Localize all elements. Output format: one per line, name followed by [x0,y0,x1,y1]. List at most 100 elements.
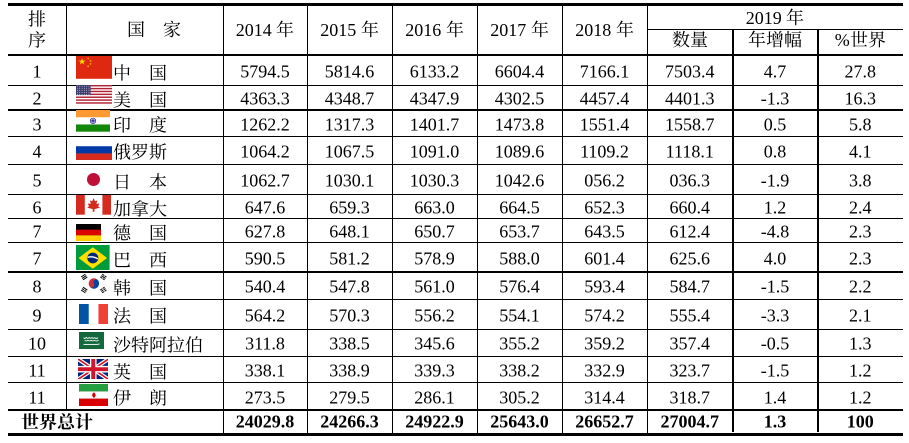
value-cell: 647.6 [244,198,286,219]
grid-vline [646,6,649,433]
value-cell: 588.0 [499,248,540,269]
value-cell: 0.5 [763,114,787,135]
value-cell: 338.1 [244,360,286,381]
total-value-cell: 100 [846,411,874,432]
grid-vline [222,6,225,433]
rank-cell: 4 [32,141,42,162]
flag-china-icon [76,56,113,80]
value-cell: 16.3 [844,88,877,109]
flag-russia-icon [75,138,112,161]
rank-cell: 11 [28,387,46,408]
country-cell: 美 国 [66,85,223,110]
value-cell: 4347.9 [409,88,460,109]
country-cell: 沙特阿拉伯 [66,329,223,356]
grid-vline [65,6,68,410]
grid-hline [8,84,903,86]
flag-france-icon [79,303,109,325]
value-cell: 273.5 [244,387,286,408]
grid-vline [476,6,479,433]
country-cell: 加拿大 [66,195,223,219]
value-cell: 1558.7 [665,114,715,135]
grid-hline [8,328,903,330]
value-cell: 4363.3 [240,88,290,109]
header-year-2016: 2016 年2016 [392,5,477,56]
value-cell: 056.2 [584,170,625,191]
country-cell: 印 度 [66,109,223,136]
value-cell: 1.2 [849,387,872,408]
value-cell: 6133.2 [409,61,460,82]
value-cell: 338.5 [329,334,370,355]
rank-cell: 7 [32,248,42,269]
value-cell: 4.0 [763,248,787,269]
header-country: 国 家 [66,5,223,56]
grid-vline [817,30,819,433]
header-2019-quantity: 数量 [647,30,733,55]
value-cell: 4.1 [849,141,872,162]
value-cell: 1473.8 [494,114,545,135]
value-cell: 1551.4 [579,114,630,135]
value-cell: 555.4 [669,305,711,326]
grid-hline [8,54,903,57]
grid-hline [8,432,903,436]
value-cell: 323.7 [669,360,711,381]
value-cell: 2.2 [849,277,872,298]
flag-canada-icon [75,195,111,216]
value-cell: 4401.3 [665,88,715,109]
flag-japan-icon [87,173,101,186]
grid-hline [8,242,903,244]
rank-cell: 2 [32,88,42,109]
value-cell: 345.6 [414,334,455,355]
value-cell: 556.2 [414,305,455,326]
country-cell: 韩 国 [66,272,223,300]
value-cell: 2.3 [849,248,872,269]
country-cell: 伊 朗 [66,382,223,409]
value-cell: 659.3 [329,198,370,219]
grid-hline [8,408,903,411]
rank-cell: 10 [28,334,46,355]
value-cell: 1401.7 [409,114,460,135]
value-cell: 5814.6 [324,61,375,82]
value-cell: 338.2 [499,360,540,381]
total-value-cell: 26652.7 [575,411,634,432]
header-2019-yoy-growth: 年增幅 [733,30,818,55]
total-value-cell: 1.3 [763,411,787,432]
value-cell: 1.2 [763,198,787,219]
value-cell: 1109.2 [580,141,629,162]
value-cell: 357.4 [669,334,711,355]
value-cell: 554.1 [499,305,540,326]
value-cell: 540.4 [244,277,286,298]
grid-vline [306,6,309,433]
value-cell: 355.2 [499,334,540,355]
value-cell: 1091.0 [409,141,460,162]
value-cell: 4348.7 [324,88,375,109]
value-cell: 650.7 [414,221,455,242]
grid-vline [732,30,734,433]
value-cell: -1.5 [760,277,790,298]
grid-hline [8,298,903,301]
grid-hline [647,29,903,31]
value-cell: 1062.7 [240,170,290,191]
total-value-cell: 27004.7 [660,411,720,432]
value-cell: 338.9 [329,360,370,381]
value-cell: 332.9 [584,360,625,381]
country-cell: 中 国 [66,55,223,85]
value-cell: 5794.5 [240,61,290,82]
grid-hline [8,382,903,384]
value-cell: 4.7 [763,61,787,82]
total-value-cell: 24266.3 [320,411,379,432]
value-cell: 581.2 [329,248,370,269]
value-cell: 311.8 [245,334,285,355]
value-cell: 7166.1 [579,61,630,82]
value-cell: 643.5 [584,221,625,242]
header-year-2017: 2017 年2017 [477,5,562,56]
value-cell: 1030.1 [324,170,375,191]
rank-cell: 6 [32,198,42,219]
value-cell: 627.8 [244,221,286,242]
header-year-2018: 2018 年2018 [562,5,647,56]
country-cell: 日 本 [66,164,223,195]
value-cell: 663.0 [414,198,455,219]
grid-hline [8,194,903,196]
value-cell: 318.7 [669,387,711,408]
total-label: 世界总计 [8,409,223,434]
flag-germany-icon [76,223,101,241]
